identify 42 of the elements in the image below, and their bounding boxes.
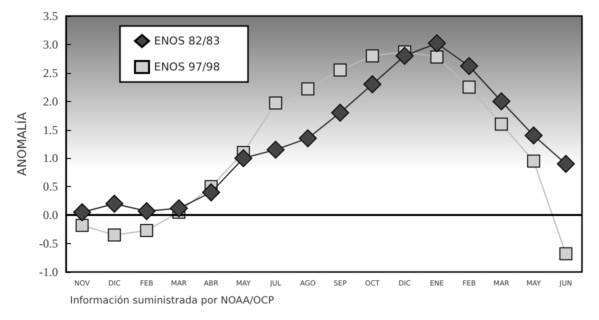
point <box>269 96 282 110</box>
y-tick-label: 1.0 <box>43 151 58 166</box>
point <box>556 154 575 173</box>
point <box>298 129 317 148</box>
point <box>524 126 543 144</box>
point <box>428 34 446 52</box>
point <box>559 247 572 260</box>
point <box>527 154 540 168</box>
y-tick-label: 0.0 <box>43 208 58 222</box>
point <box>266 140 285 159</box>
point <box>73 203 92 222</box>
point <box>396 46 414 65</box>
point <box>105 194 124 213</box>
point <box>460 57 478 76</box>
y-tick-label: -1.0 <box>39 265 58 279</box>
y-tick-label: 3.5 <box>43 9 58 23</box>
point <box>363 75 382 94</box>
y-tick-label: 3.0 <box>43 37 58 52</box>
point <box>492 92 510 110</box>
y-tick-label: 0.5 <box>43 180 58 194</box>
point <box>234 149 252 168</box>
y-tick-label: 2.0 <box>43 94 58 108</box>
point <box>334 64 347 77</box>
point <box>462 80 476 94</box>
point <box>108 228 121 242</box>
point <box>366 49 379 62</box>
point <box>494 118 508 131</box>
point <box>140 224 154 237</box>
y-tick-label: 2.5 <box>43 66 58 80</box>
point <box>301 82 314 96</box>
y-axis-title: ANOMALÍA <box>14 111 29 176</box>
y-tick-label: -0.5 <box>39 236 58 251</box>
y-tick-label: 1.5 <box>43 122 58 137</box>
legend-label: ENOS 97/98 <box>154 60 220 74</box>
point <box>76 218 89 232</box>
point <box>430 50 444 64</box>
point <box>202 183 220 202</box>
point <box>170 199 188 218</box>
point <box>331 104 350 122</box>
legend-label: ENOS 82/83 <box>154 34 220 48</box>
point <box>138 202 156 220</box>
text: Información suministrada por NOAA/OCP <box>70 296 274 306</box>
